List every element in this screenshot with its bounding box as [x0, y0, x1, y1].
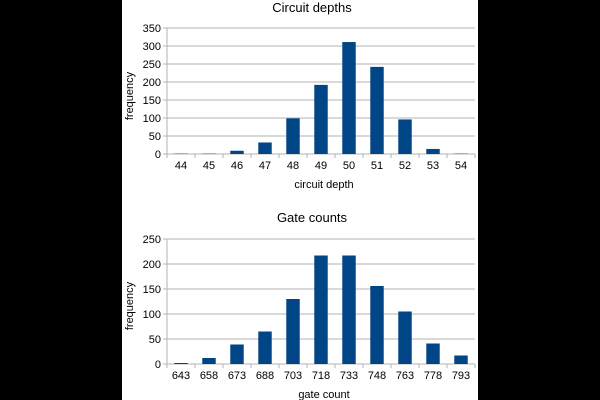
x-tick-label: 793 — [452, 370, 470, 382]
y-tick-label: 50 — [149, 131, 161, 143]
y-tick-label: 300 — [143, 41, 161, 53]
bar — [174, 363, 188, 364]
y-tick-label: 50 — [149, 334, 161, 346]
x-tick-label: 748 — [368, 370, 386, 382]
x-tick-label: 54 — [455, 160, 467, 172]
x-tick-label: 46 — [231, 160, 243, 172]
x-axis-label: gate count — [298, 389, 349, 400]
x-tick-label: 44 — [175, 160, 187, 172]
y-tick-label: 250 — [143, 59, 161, 71]
gate-counts-chart: Gate counts frequency gate count 0 50 100 1… — [124, 210, 476, 400]
bar — [286, 118, 300, 154]
x-tick-label: 703 — [284, 370, 302, 382]
y-tick-label: 100 — [143, 113, 161, 125]
x-tick-label: 658 — [200, 370, 218, 382]
figure-panel — [122, 0, 478, 400]
chart-title: Gate counts — [277, 210, 348, 225]
x-tick-label: 763 — [396, 370, 414, 382]
x-tick-label: 48 — [287, 160, 299, 172]
y-tick-label: 150 — [143, 284, 161, 296]
y-axis-label: frequency — [124, 281, 136, 330]
bar — [426, 343, 440, 364]
x-tick-label: 47 — [259, 160, 271, 172]
y-tick-label: 150 — [143, 95, 161, 107]
bar — [258, 142, 272, 154]
bar — [342, 255, 356, 364]
bar — [286, 299, 300, 364]
y-tick-label: 100 — [143, 309, 161, 321]
bar — [342, 42, 356, 154]
x-tick-label: 778 — [424, 370, 442, 382]
x-tick-label: 45 — [203, 160, 215, 172]
y-tick-label: 200 — [143, 259, 161, 271]
chart-title: Circuit depths — [272, 0, 352, 15]
x-axis-label: circuit depth — [294, 179, 353, 191]
bar — [398, 119, 412, 154]
bar — [398, 311, 412, 364]
bar — [454, 355, 468, 364]
x-tick-label: 51 — [371, 160, 383, 172]
x-tick-label: 53 — [427, 160, 439, 172]
x-tick-label: 733 — [340, 370, 358, 382]
x-tick-label: 643 — [172, 370, 190, 382]
bar — [314, 84, 328, 154]
bar — [258, 331, 272, 364]
bar — [370, 286, 384, 364]
y-tick-label: 200 — [143, 77, 161, 89]
circuit-depths-chart: Circuit depths frequency circuit depth 0… — [124, 0, 476, 191]
y-tick-label: 250 — [143, 234, 161, 246]
bar — [370, 66, 384, 154]
y-tick-label: 0 — [155, 149, 161, 161]
bar — [426, 148, 440, 154]
y-tick-label: 0 — [155, 359, 161, 371]
x-tick-label: 688 — [256, 370, 274, 382]
x-tick-label: 673 — [228, 370, 246, 382]
bar — [230, 150, 244, 154]
y-tick-label: 350 — [143, 23, 161, 35]
x-tick-label: 718 — [312, 370, 330, 382]
bar — [230, 344, 244, 364]
x-tick-label: 49 — [315, 160, 327, 172]
y-axis-label: frequency — [124, 71, 136, 120]
bar — [202, 358, 216, 364]
x-tick-label: 52 — [399, 160, 411, 172]
bar — [314, 255, 328, 364]
x-tick-label: 50 — [343, 160, 355, 172]
